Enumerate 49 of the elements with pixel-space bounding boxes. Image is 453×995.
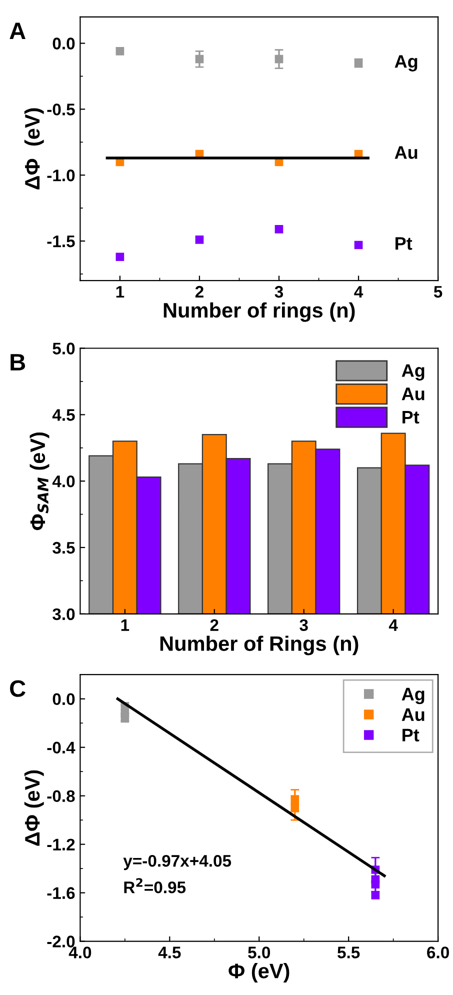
x-tick-label: 4.5	[158, 946, 181, 958]
x-tick-label: 1	[116, 286, 124, 298]
series-label: Au	[394, 146, 418, 159]
y-tick-label: -1.5	[47, 236, 75, 248]
x-tick-label: 5.5	[338, 946, 360, 958]
x-tick-label: 3	[300, 619, 308, 632]
x-axis-title: Φ (eV)	[228, 963, 290, 982]
y-tick-label: 4.5	[52, 409, 75, 421]
x-tick-label: 3	[274, 286, 284, 298]
series-label: Pt	[396, 237, 412, 250]
y-tick-label: 3.0	[52, 608, 75, 620]
y-tick-label: -0.5	[47, 104, 75, 116]
chart-title: B	[10, 354, 26, 370]
y-tick-label: -1.2	[47, 838, 75, 850]
annotation: y=-0.97x+4.05	[123, 854, 232, 870]
y-tick-label: 0.0	[52, 38, 75, 50]
y-axis-title: ΔΦ (eV)	[24, 770, 44, 846]
legend-label: Au	[402, 708, 424, 722]
chart-title: C	[10, 680, 26, 697]
x-tick-label: 2	[210, 619, 218, 631]
y-tick-label: -2.0	[47, 936, 75, 948]
legend-label: Pt	[402, 728, 420, 742]
series-label: Ag	[394, 55, 418, 72]
legend-label: Au	[402, 388, 424, 400]
x-tick-label: 4	[388, 619, 398, 631]
x-axis-title: Number of Rings (n)	[160, 636, 358, 656]
x-tick-label: 5.0	[248, 946, 270, 958]
y-tick-label: 3.5	[52, 542, 75, 554]
legend-label: Ag	[402, 688, 424, 704]
legend-label: Ag	[402, 364, 424, 381]
y-axis-title: Φ$_{SAM}$ (eV)	[30, 432, 50, 530]
y-tick-label: -1.0	[47, 170, 75, 182]
x-tick-label: 4	[354, 286, 364, 298]
x-tick-label: 2	[195, 286, 204, 298]
annotation: R$^{2}$=0.95	[124, 878, 186, 894]
x-tick-label: 1	[121, 619, 130, 631]
legend-label: Pt	[402, 410, 420, 424]
x-tick-label: 5	[434, 286, 442, 298]
chart-title: A	[10, 22, 26, 39]
y-tick-label: -0.8	[47, 790, 75, 802]
y-tick-label: -1.6	[47, 887, 75, 899]
y-tick-label: 0.0	[52, 693, 75, 706]
y-tick-label: 5.0	[52, 342, 75, 354]
y-tick-label: 4.0	[52, 475, 75, 488]
x-tick-label: 6.0	[427, 946, 449, 958]
y-tick-label: -0.4	[47, 742, 76, 754]
x-axis-title: Number of rings (n)	[164, 302, 355, 322]
x-tick-label: 4.0	[68, 946, 92, 958]
y-axis-title: ΔΦ (eV)	[24, 108, 44, 190]
